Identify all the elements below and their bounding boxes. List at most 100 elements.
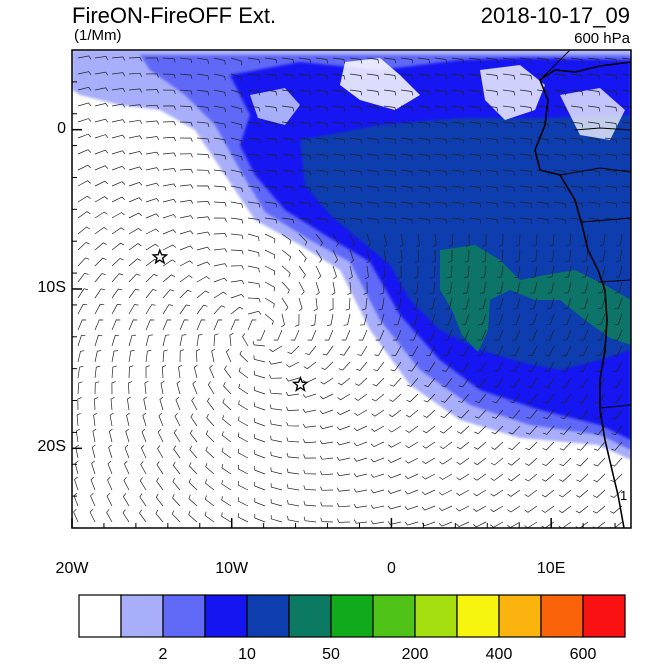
wind-barb (434, 89, 448, 96)
colorbar-box (120, 594, 164, 638)
wind-barb (421, 473, 436, 480)
colorbar-box (288, 594, 332, 638)
contour-label: 1 (620, 488, 627, 503)
wind-barb (287, 345, 300, 355)
wind-barb (563, 297, 572, 310)
wind-barb (94, 242, 107, 251)
wind-barb (610, 489, 623, 498)
wind-barb (508, 425, 521, 435)
wind-barb (409, 329, 419, 341)
wind-barb (580, 313, 589, 325)
wind-barb (417, 137, 431, 144)
wind-barb (94, 118, 109, 123)
wind-barb (502, 121, 516, 128)
wind-barb (128, 119, 143, 124)
wind-barb (425, 345, 436, 357)
wind-barb (417, 105, 431, 112)
colorbar-box (204, 594, 248, 638)
wind-barb (332, 217, 346, 224)
wind-barb (465, 233, 470, 247)
wind-barb (582, 249, 589, 263)
wind-barb (298, 153, 312, 160)
wind-barb (298, 265, 306, 279)
wind-barb (610, 441, 623, 451)
wind-barb (77, 180, 91, 187)
wind-barb (286, 406, 300, 411)
wind-barb (473, 489, 487, 497)
wind-barb (349, 73, 363, 80)
colorbar-box (330, 594, 374, 638)
wind-barb (238, 367, 249, 379)
wind-barb (587, 201, 601, 208)
wind-barb (423, 393, 436, 403)
wind-barb (383, 137, 397, 144)
wind-barb (587, 89, 601, 96)
wind-barb (111, 304, 122, 315)
wind-barb (264, 297, 275, 308)
wind-barb (94, 180, 109, 187)
wind-barb (434, 137, 448, 144)
wind-barb (417, 185, 431, 192)
wind-barb (553, 201, 567, 208)
wind-barb (264, 217, 278, 224)
wind-barb (315, 217, 329, 224)
wind-barb (239, 350, 249, 363)
wind-barb (94, 319, 104, 331)
wind-barb (285, 391, 300, 396)
wind-barb (373, 361, 385, 372)
wind-barb (616, 233, 623, 247)
wind-barb (423, 409, 436, 418)
wind-barb (196, 290, 210, 299)
wind-barb (332, 185, 346, 192)
wind-barb (428, 297, 436, 310)
wind-barb (455, 521, 470, 528)
wind-barb (525, 457, 538, 466)
wind-barb (593, 457, 606, 467)
wind-barb (577, 425, 589, 435)
wind-barb (524, 489, 538, 498)
wind-barb (576, 441, 589, 451)
wind-barb (145, 243, 159, 251)
wind-barb (196, 231, 211, 236)
wind-barb (371, 409, 385, 417)
wind-barb (400, 201, 414, 208)
wind-barb (321, 361, 334, 371)
wind-barb (111, 319, 121, 331)
wind-barb (230, 201, 243, 208)
wind-barb (338, 361, 351, 371)
wind-barb (411, 297, 419, 310)
wind-barb (400, 121, 414, 128)
wind-barb (434, 185, 448, 192)
wind-barb (383, 73, 397, 80)
wind-barb (77, 365, 84, 379)
wind-barb (213, 217, 227, 223)
wind-barb (247, 105, 261, 112)
extinction-field (72, 50, 631, 528)
wind-barb (366, 121, 380, 128)
wind-barb (111, 257, 124, 267)
wind-barb (490, 505, 504, 513)
wind-barb (371, 425, 385, 432)
wind-barb (139, 509, 147, 523)
wind-barb (315, 137, 329, 144)
wind-barb (315, 121, 329, 128)
wind-barb (604, 153, 618, 160)
wind-barb (434, 217, 448, 224)
wind-barb (247, 57, 261, 64)
wind-barb (111, 72, 126, 77)
wind-barb (570, 105, 584, 112)
wind-barb (286, 468, 300, 475)
wind-barb (193, 364, 198, 379)
wind-barb (303, 361, 317, 370)
wind-barb (438, 521, 453, 527)
wind-barb (213, 121, 226, 128)
wind-barb (140, 444, 147, 459)
wind-barb (230, 57, 243, 66)
wind-barb (559, 473, 572, 482)
wind-barb (332, 121, 346, 128)
wind-barb (451, 185, 465, 192)
wind-barb (162, 136, 177, 142)
wind-barb (286, 484, 300, 491)
wind-barb (254, 514, 266, 523)
wind-barb (77, 334, 86, 347)
